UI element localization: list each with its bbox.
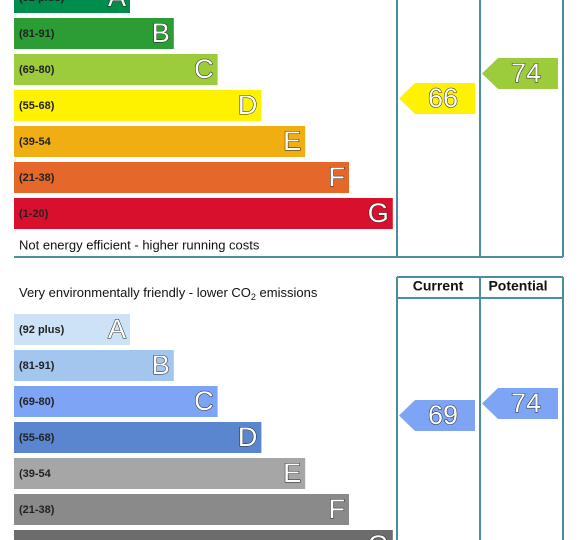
band-letter: C [194, 386, 214, 416]
header-potential: Potential [488, 278, 547, 294]
top-label-text: emissions [256, 285, 318, 300]
band [14, 90, 262, 121]
band [14, 530, 393, 540]
band-range: (55-68) [19, 432, 55, 444]
frame [14, 0, 564, 540]
band-letter: G [368, 198, 389, 228]
band [14, 0, 130, 13]
band [14, 422, 262, 453]
band-range: (21-38) [19, 504, 55, 516]
band-range: (81-91) [19, 28, 55, 40]
band-letter: B [152, 350, 170, 380]
band-range: (55-68) [19, 100, 55, 112]
band-letter: D [238, 90, 258, 120]
band-letter: A [108, 314, 126, 344]
rating-value: 66 [428, 83, 458, 113]
band-letter: G [368, 530, 389, 540]
rating-arrow [399, 400, 475, 431]
band-range: (1-20) [19, 208, 49, 220]
top-label-text: Very environmentally friendly - lower CO [19, 285, 251, 300]
rating-value: 74 [511, 58, 541, 88]
rating-value: 69 [428, 400, 458, 430]
band-letter: F [329, 494, 346, 524]
band-letter: B [152, 18, 170, 48]
band-letter: E [283, 126, 301, 156]
band [14, 126, 306, 157]
rating-arrow [399, 83, 475, 114]
band [14, 314, 130, 345]
band-letter: C [194, 54, 214, 84]
band-range: (81-91) [19, 360, 55, 372]
band-range: (92 plus) [19, 0, 65, 4]
rating-arrow [482, 58, 558, 89]
top-label: Very environmentally friendly - lower CO… [19, 285, 318, 302]
band [14, 458, 306, 489]
band-range: (39-54 [19, 468, 52, 480]
band [14, 18, 174, 49]
band [14, 350, 174, 381]
band-letter: A [108, 0, 126, 12]
band-letter: F [329, 162, 346, 192]
subscript: 2 [251, 292, 256, 302]
band-letter: D [238, 422, 258, 452]
band-range: (69-80) [19, 396, 55, 408]
band-range: (39-54 [19, 136, 52, 148]
band-range: (92 plus) [19, 324, 65, 336]
band [14, 198, 393, 229]
band [14, 162, 349, 193]
bottom-label: Not energy efficient - higher running co… [19, 237, 260, 252]
band-range: (21-38) [19, 172, 55, 184]
band [14, 386, 218, 417]
band-letter: E [283, 458, 301, 488]
band [14, 494, 349, 525]
rating-value: 74 [511, 388, 541, 418]
header-current: Current [413, 278, 464, 294]
band-range: (69-80) [19, 64, 55, 76]
rating-arrow [482, 388, 558, 419]
band [14, 54, 218, 85]
